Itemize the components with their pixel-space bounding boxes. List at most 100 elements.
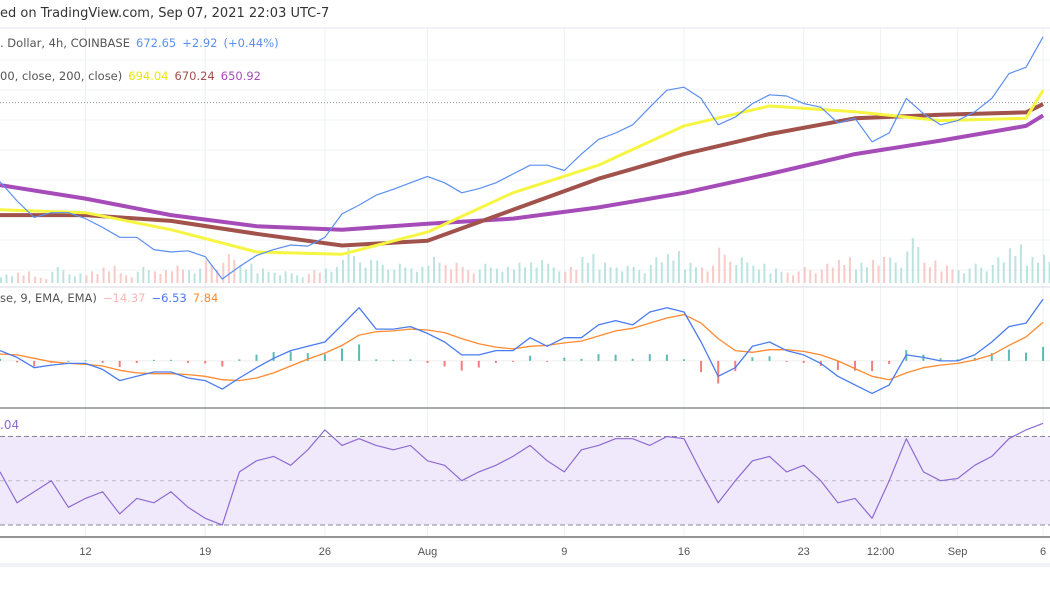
volume-bar xyxy=(28,271,31,283)
volume-bar xyxy=(740,257,743,283)
macd-histogram-bar xyxy=(494,360,497,363)
volume-bar xyxy=(85,275,88,283)
volume-bar xyxy=(472,273,475,283)
macd-histogram-bar xyxy=(1007,349,1010,361)
volume-bar xyxy=(535,267,538,283)
volume-bar xyxy=(51,271,54,283)
volume-bar xyxy=(860,262,863,283)
volume-bar xyxy=(216,269,219,283)
volume-bar xyxy=(279,275,282,283)
volume-bar xyxy=(786,272,789,283)
volume-bar xyxy=(318,272,321,283)
volume-bar xyxy=(17,272,20,283)
volume-bar xyxy=(917,247,920,283)
time-axis-label: 19 xyxy=(199,546,211,558)
volume-bar xyxy=(421,266,424,283)
time-axis-label: 26 xyxy=(319,546,331,558)
volume-bar xyxy=(5,274,8,283)
macd-value: −6.53 xyxy=(151,291,187,305)
macd-histogram-bar xyxy=(939,358,942,361)
time-axis-label: Sep xyxy=(948,546,968,558)
volume-bar xyxy=(615,267,618,283)
volume-bar xyxy=(928,267,931,283)
volume-bar xyxy=(1037,262,1039,283)
macd-histogram-bar xyxy=(375,359,378,361)
volume-bar xyxy=(284,271,287,283)
time-axis-label: 6 xyxy=(1040,546,1046,558)
volume-bar xyxy=(467,270,470,283)
price-change-pct: (+0.44%) xyxy=(223,36,279,50)
ma1-line xyxy=(0,89,1045,256)
macd-histogram-bar xyxy=(836,360,839,371)
volume-bar xyxy=(677,250,680,283)
volume-bar xyxy=(142,266,145,283)
volume-bar xyxy=(547,263,550,283)
volume-bar xyxy=(957,270,960,283)
volume-bar xyxy=(701,267,704,283)
volume-bar xyxy=(244,269,247,283)
macd-legend: se, 9, EMA, EMA) −14.37 −6.53 7.84 xyxy=(0,291,224,305)
volume-bar xyxy=(757,269,760,283)
macd-histogram-bar xyxy=(683,359,685,361)
volume-bar xyxy=(205,260,208,283)
volume-bar xyxy=(330,271,333,283)
volume-bar xyxy=(814,273,817,283)
volume-bar xyxy=(324,268,327,283)
macd-line xyxy=(0,298,1044,395)
macd-histogram-bar xyxy=(272,352,275,361)
volume-bar xyxy=(684,269,686,283)
volume-bar xyxy=(968,268,971,283)
volume-bar xyxy=(506,266,509,283)
volume-bar xyxy=(820,269,823,283)
volume-bar xyxy=(660,262,663,283)
volume-bar xyxy=(911,238,914,283)
volume-bar xyxy=(513,269,515,283)
volume-bar xyxy=(626,265,629,283)
macd-histogram-bar xyxy=(426,360,429,363)
volume-bar xyxy=(826,263,829,283)
macd-histogram-bar xyxy=(255,354,258,361)
macd-histogram-bar xyxy=(785,360,788,362)
macd-histogram-bar xyxy=(529,355,532,361)
volume-bar xyxy=(239,265,242,283)
macd-histogram-bar xyxy=(580,358,583,361)
volume-bar xyxy=(444,265,447,283)
volume-bar xyxy=(296,275,299,283)
macd-histogram-bar xyxy=(512,360,514,362)
published-header: ed on TradingView.com, Sep 07, 2021 22:0… xyxy=(0,6,330,21)
macd-histogram-bar xyxy=(323,354,326,361)
macd-histogram-bar xyxy=(101,360,104,363)
volume-bar xyxy=(552,267,555,283)
volume-bar xyxy=(359,262,362,283)
volume-bar xyxy=(763,263,766,283)
volume-bar xyxy=(347,248,350,283)
time-axis-label: Aug xyxy=(418,546,438,558)
macd-histogram-bar xyxy=(888,360,891,364)
volume-bar xyxy=(638,270,641,283)
volume-bar xyxy=(227,254,230,283)
macd-histogram-bar xyxy=(700,360,703,373)
volume-bar xyxy=(604,262,606,283)
volume-bar xyxy=(809,270,812,283)
volume-bar xyxy=(963,273,966,283)
macd-histogram-bar xyxy=(443,360,446,367)
volume-bar xyxy=(102,267,105,283)
volume-bar xyxy=(997,257,1000,283)
macd-histogram-bar xyxy=(597,354,600,361)
volume-bar xyxy=(455,262,458,283)
volume-bar xyxy=(262,268,264,283)
volume-bar xyxy=(632,266,635,283)
macd-histogram-bar xyxy=(152,359,155,361)
volume-bar xyxy=(923,262,926,283)
volume-bar xyxy=(746,262,749,283)
volume-bar xyxy=(775,268,777,283)
volume-bar xyxy=(153,271,156,283)
volume-bar xyxy=(171,271,173,283)
volume-bar xyxy=(62,270,65,283)
time-axis-label: 9 xyxy=(561,546,567,558)
volume-bar xyxy=(564,271,567,283)
volume-bar xyxy=(164,270,167,283)
volume-bar xyxy=(495,268,498,283)
